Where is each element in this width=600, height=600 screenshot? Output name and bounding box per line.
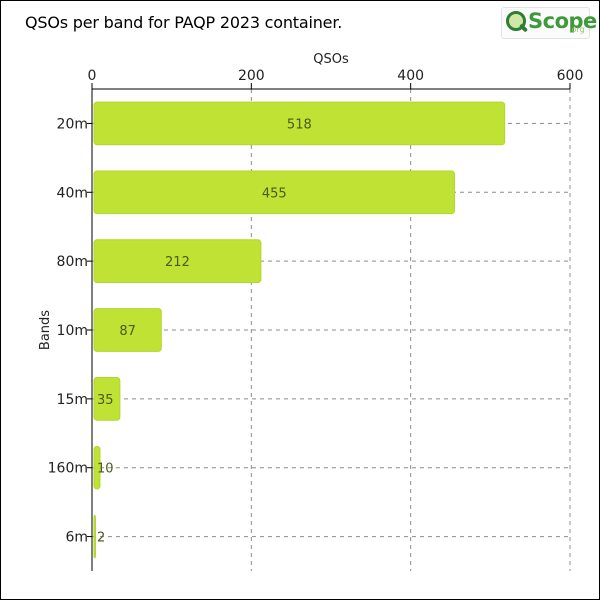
y-tick-label: 80m xyxy=(57,254,88,270)
bar xyxy=(93,239,262,283)
logo-suffix: .org xyxy=(569,25,585,34)
bar xyxy=(93,445,101,490)
y-axis-title: Bands xyxy=(38,310,53,350)
y-tick-label: 10m xyxy=(57,323,88,339)
y-tick-label: 160m xyxy=(48,461,88,477)
bar-value-label: 10 xyxy=(97,462,114,477)
bar xyxy=(93,101,506,146)
x-tick-label: 400 xyxy=(397,68,424,84)
chart-title: QSOs per band for PAQP 2023 container. xyxy=(25,13,343,32)
y-tick-label: 6m xyxy=(65,530,88,546)
bar-value-label: 35 xyxy=(97,393,114,408)
bar xyxy=(93,377,121,421)
x-tick-label: 0 xyxy=(88,68,97,84)
bar-value-label: 2 xyxy=(97,531,105,546)
x-tick-label: 200 xyxy=(238,68,265,84)
y-tick-label: 40m xyxy=(57,185,88,201)
bar xyxy=(93,170,455,215)
bar-value-label: 212 xyxy=(165,255,190,270)
bar-value-label: 87 xyxy=(119,324,136,339)
bar xyxy=(93,514,96,559)
bar-value-label: 455 xyxy=(262,186,287,201)
x-axis-title: QSOs xyxy=(313,52,349,67)
y-tick-label: 20m xyxy=(57,116,88,132)
bar-value-label: 518 xyxy=(287,117,312,132)
x-tick-label: 600 xyxy=(557,68,584,84)
logo-text: Scope xyxy=(528,9,597,33)
bar xyxy=(93,308,162,352)
y-tick-label: 15m xyxy=(57,392,88,408)
qscope-logo[interactable]: Scope .org xyxy=(501,7,597,39)
